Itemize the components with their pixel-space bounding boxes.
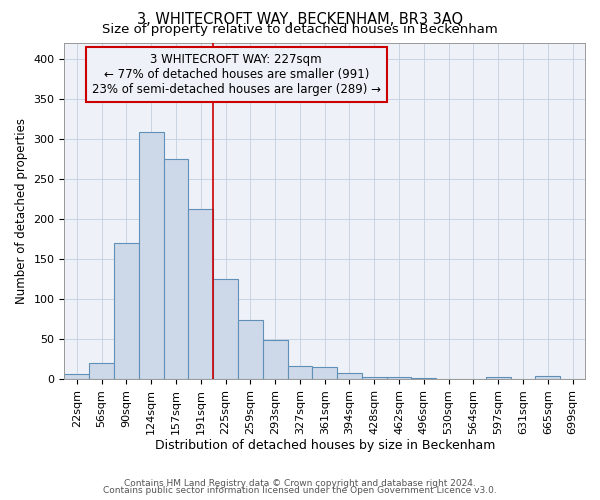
Bar bbox=[412, 378, 436, 379]
Text: Contains public sector information licensed under the Open Government Licence v3: Contains public sector information licen… bbox=[103, 486, 497, 495]
Bar bbox=[362, 376, 386, 379]
Text: 3 WHITECROFT WAY: 227sqm
← 77% of detached houses are smaller (991)
23% of semi-: 3 WHITECROFT WAY: 227sqm ← 77% of detach… bbox=[92, 52, 380, 96]
Bar bbox=[188, 209, 213, 379]
Text: Contains HM Land Registry data © Crown copyright and database right 2024.: Contains HM Land Registry data © Crown c… bbox=[124, 478, 476, 488]
Text: Size of property relative to detached houses in Beckenham: Size of property relative to detached ho… bbox=[102, 22, 498, 36]
Bar bbox=[313, 367, 337, 379]
Bar bbox=[386, 378, 412, 379]
Bar bbox=[535, 376, 560, 379]
Bar bbox=[238, 320, 263, 379]
Bar bbox=[139, 132, 164, 379]
Bar bbox=[263, 340, 287, 379]
Bar bbox=[287, 366, 313, 379]
Bar bbox=[89, 363, 114, 379]
Bar bbox=[213, 279, 238, 379]
Bar bbox=[64, 374, 89, 379]
X-axis label: Distribution of detached houses by size in Beckenham: Distribution of detached houses by size … bbox=[155, 440, 495, 452]
Bar bbox=[164, 158, 188, 379]
Text: 3, WHITECROFT WAY, BECKENHAM, BR3 3AQ: 3, WHITECROFT WAY, BECKENHAM, BR3 3AQ bbox=[137, 12, 463, 28]
Bar bbox=[486, 376, 511, 379]
Bar bbox=[337, 372, 362, 379]
Y-axis label: Number of detached properties: Number of detached properties bbox=[15, 118, 28, 304]
Bar bbox=[114, 243, 139, 379]
